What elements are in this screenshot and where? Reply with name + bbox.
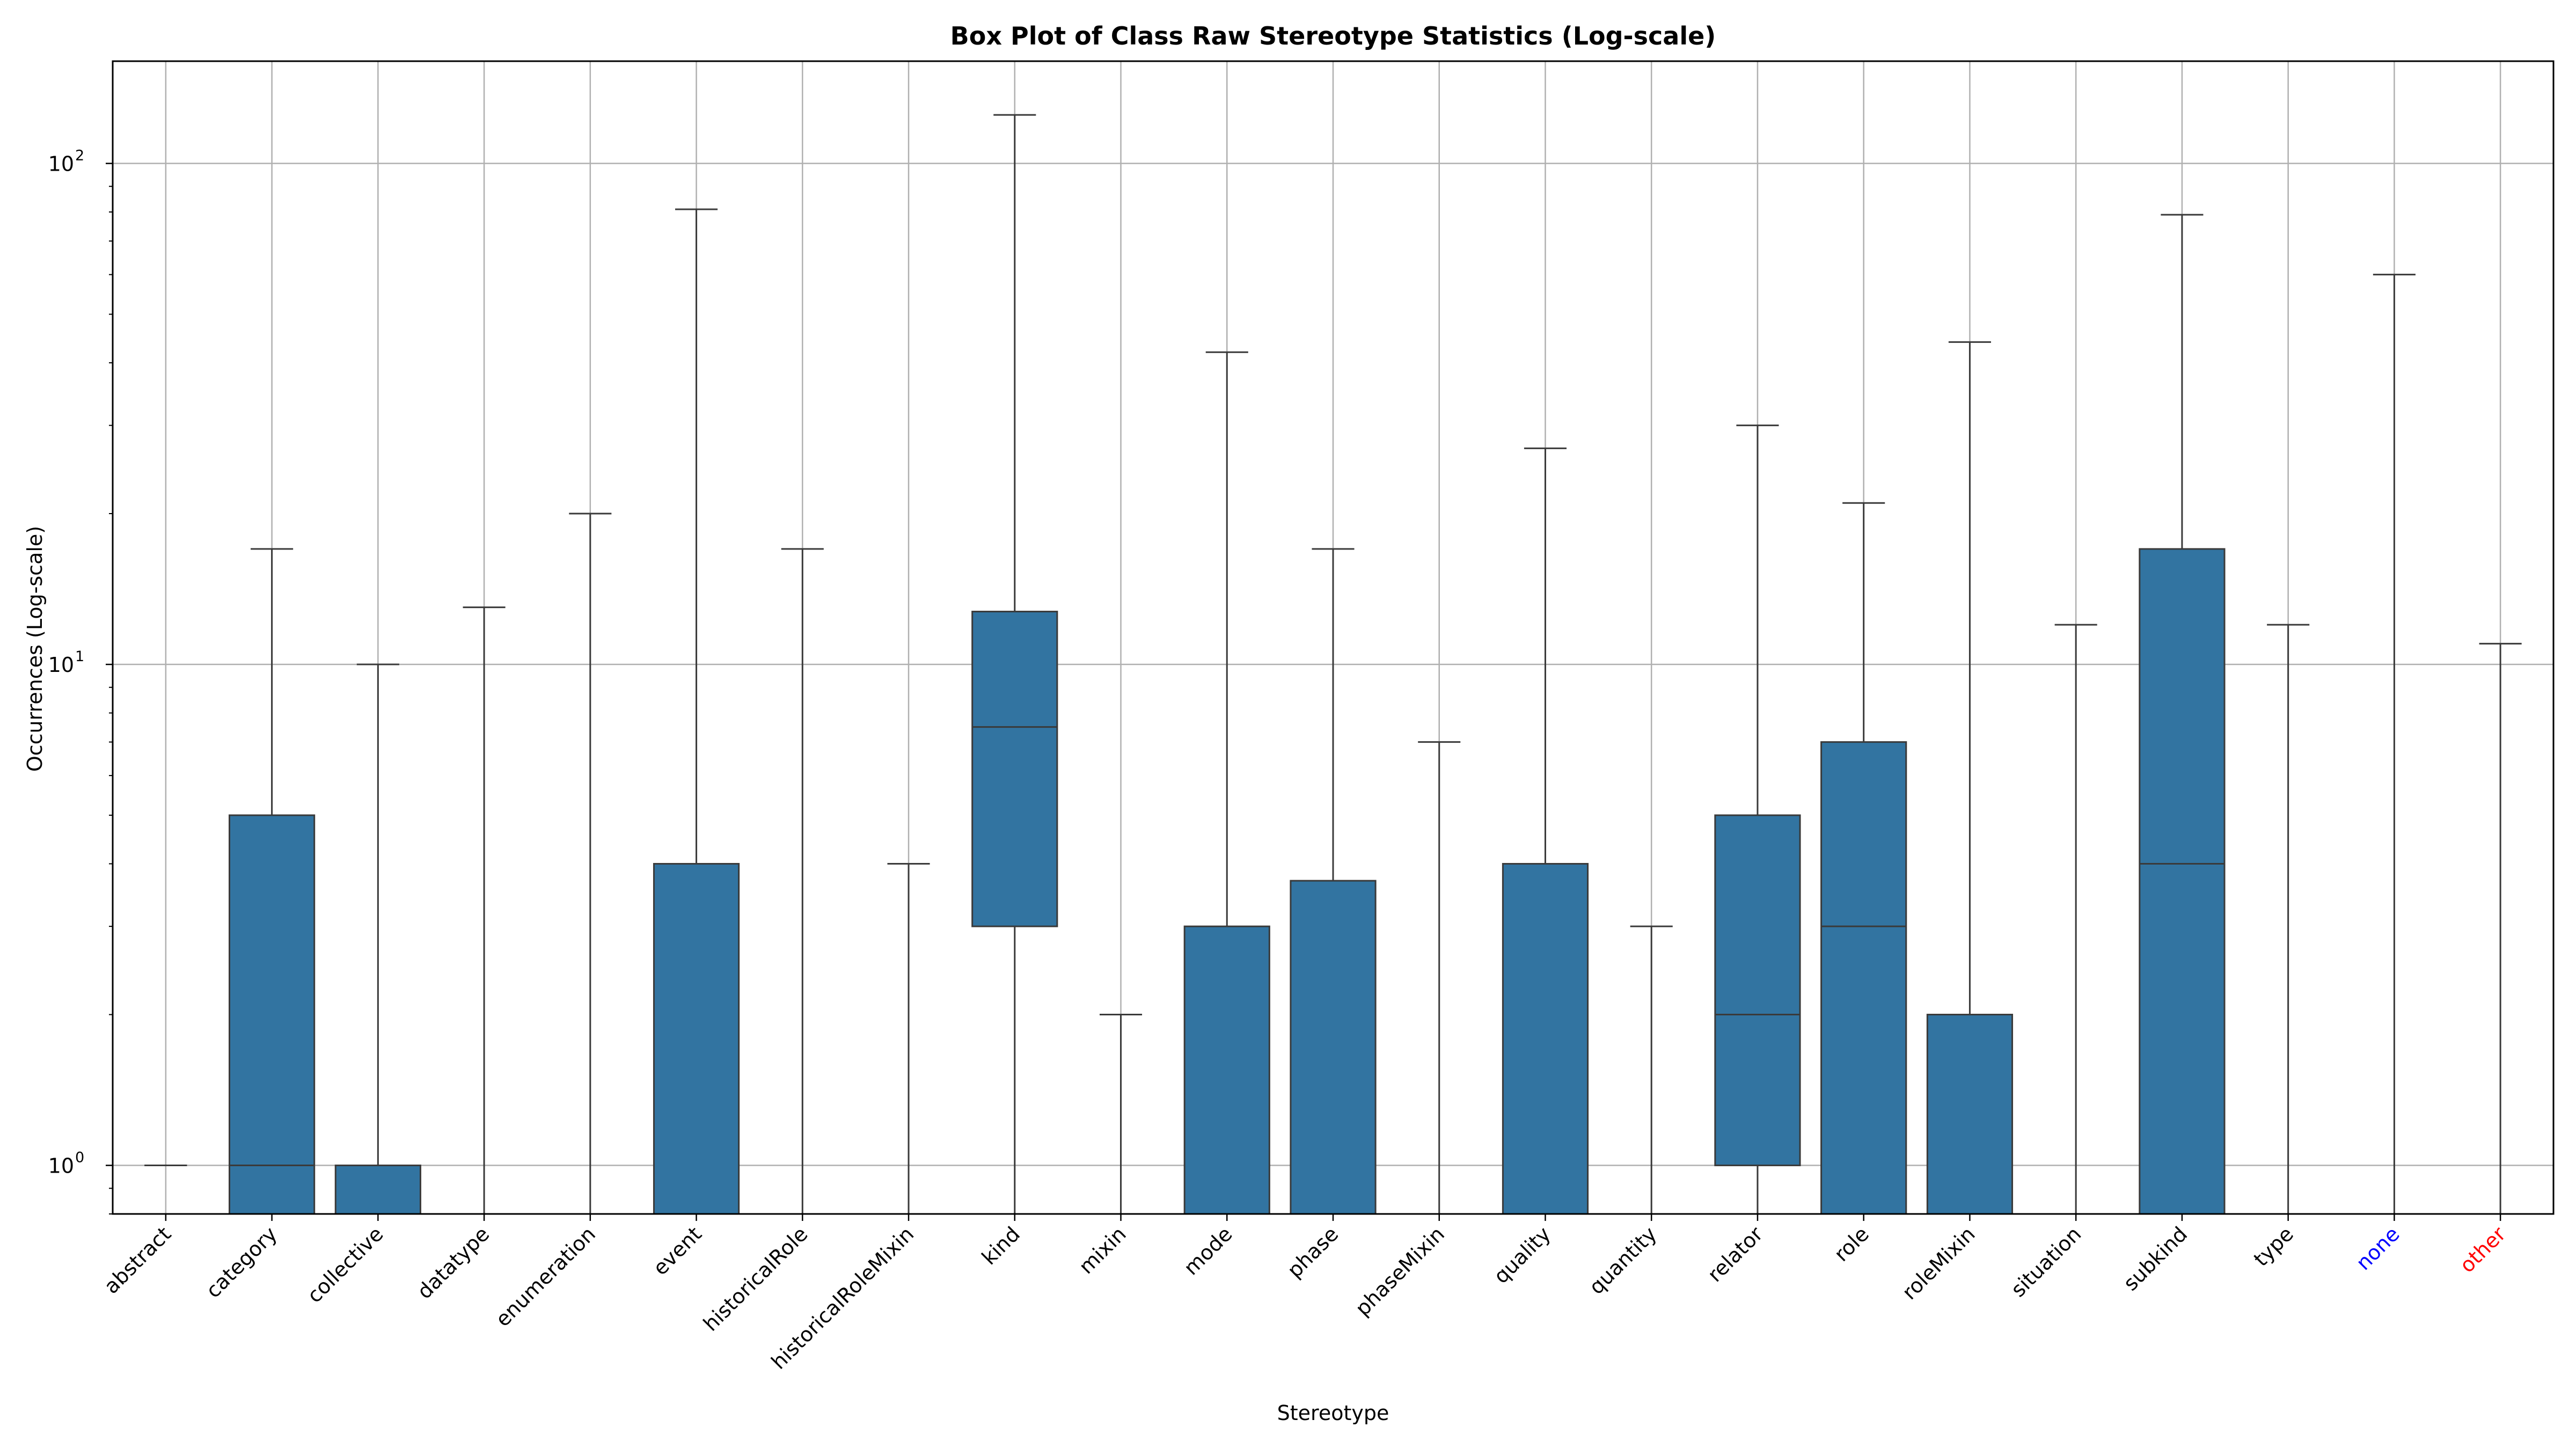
iqr-box [1502,863,1589,1215]
iqr-box [334,1165,421,1215]
iqr-box [1714,814,1801,1167]
x-axis-label: Stereotype [1277,1401,1389,1425]
iqr-box [1290,880,1377,1215]
y-tick-label-exponent: 1 [75,648,84,665]
iqr-box [1183,925,1270,1215]
iqr-box [653,863,740,1215]
y-tick-label: 10 [48,152,74,176]
box-layer [144,114,2522,1215]
y-tick-label-exponent: 0 [75,1150,84,1166]
iqr-box [1820,741,1907,1215]
y-axis-label: Occurrences (Log-scale) [23,526,47,772]
iqr-box [229,814,316,1215]
y-tick-label-exponent: 2 [75,148,84,164]
iqr-box [2139,548,2226,1215]
y-tick-label: 10 [48,653,74,677]
y-tick-label: 10 [48,1154,74,1178]
iqr-box [971,611,1058,927]
chart-title: Box Plot of Class Raw Stereotype Statist… [950,21,1716,50]
iqr-box [1926,1014,2014,1215]
